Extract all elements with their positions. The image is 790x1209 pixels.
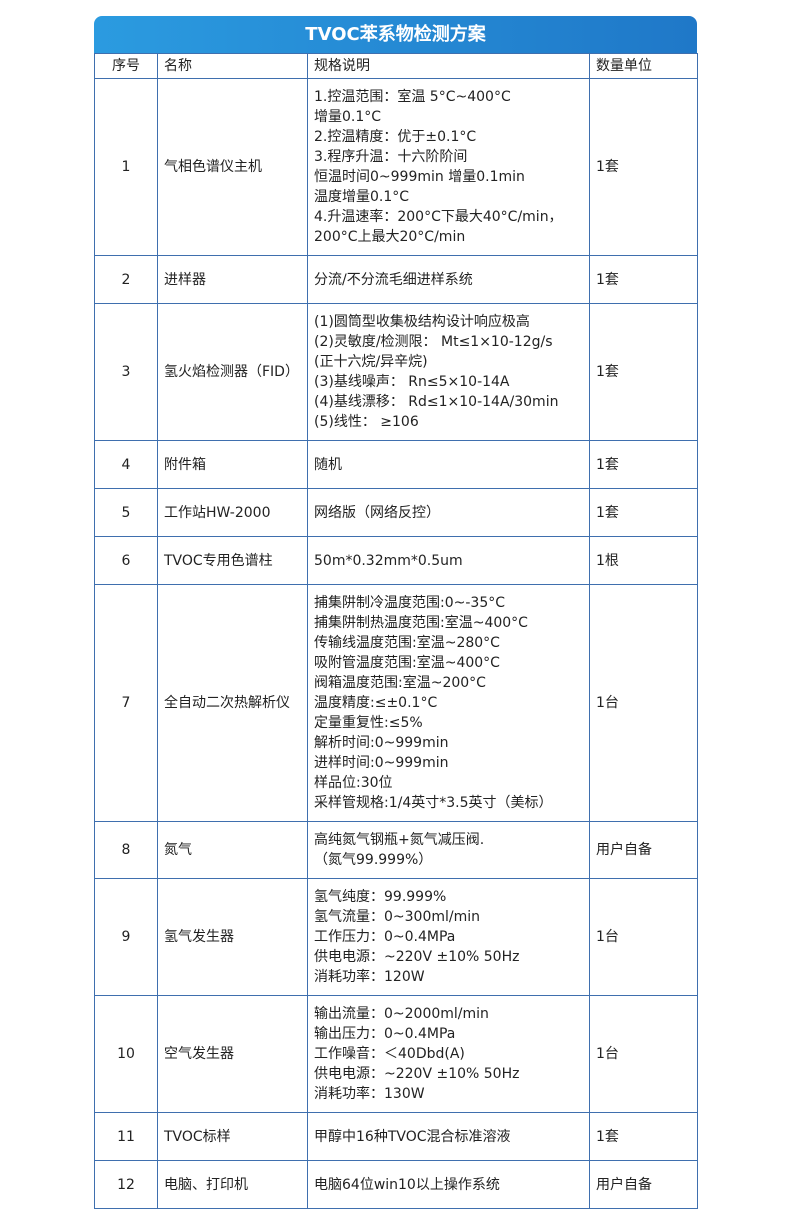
row-number: 3 bbox=[94, 303, 158, 441]
row-number: 12 bbox=[94, 1160, 158, 1209]
row-number: 9 bbox=[94, 878, 158, 996]
table-row: 7 全自动二次热解析仪 捕集阱制冷温度范围:0~-35°C 捕集阱制热温度范围:室温… bbox=[94, 584, 698, 822]
item-name: TVOC专用色谱柱 bbox=[157, 536, 308, 585]
item-name: 附件箱 bbox=[157, 440, 308, 489]
item-spec: (1)圆筒型收集极结构设计响应极高 (2)灵敏度/检测限： Mt≤1×10-12… bbox=[307, 303, 590, 441]
header-qty: 数量单位 bbox=[589, 53, 698, 79]
item-spec: 捕集阱制冷温度范围:0~-35°C 捕集阱制热温度范围:室温~400°C 传输线… bbox=[307, 584, 590, 822]
header-row: 序号 名称 规格说明 数量单位 bbox=[94, 53, 698, 79]
item-quantity: 用户自备 bbox=[589, 821, 698, 879]
item-name: 空气发生器 bbox=[157, 995, 308, 1113]
item-quantity: 1套 bbox=[589, 255, 698, 304]
row-number: 8 bbox=[94, 821, 158, 879]
item-spec: 分流/不分流毛细进样系统 bbox=[307, 255, 590, 304]
item-quantity: 1套 bbox=[589, 78, 698, 256]
table-row: 11 TVOC标样 甲醇中16种TVOC混合标准溶液 1套 bbox=[94, 1112, 698, 1161]
plan-table: 序号 名称 规格说明 数量单位 1 气相色谱仪主机 1.控温范围：室温 5°C~40… bbox=[94, 53, 698, 1209]
item-name: TVOC标样 bbox=[157, 1112, 308, 1161]
row-number: 1 bbox=[94, 78, 158, 256]
item-spec: 网络版（网络反控） bbox=[307, 488, 590, 537]
item-quantity: 用户自备 bbox=[589, 1160, 698, 1209]
plan-table-container: TVOC苯系物检测方案 序号 名称 规格说明 数量单位 1 气相色谱仪主机 1.控温… bbox=[94, 16, 698, 1209]
table-row: 3 氢火焰检测器（FID） (1)圆筒型收集极结构设计响应极高 (2)灵敏度/检测限… bbox=[94, 303, 698, 441]
table-row: 9 氢气发生器 氢气纯度：99.999% 氢气流量：0~300ml/min 工作压力… bbox=[94, 878, 698, 996]
table-title: TVOC苯系物检测方案 bbox=[94, 16, 697, 53]
row-number: 7 bbox=[94, 584, 158, 822]
item-quantity: 1台 bbox=[589, 995, 698, 1113]
item-name: 全自动二次热解析仪 bbox=[157, 584, 308, 822]
item-spec: 50m*0.32mm*0.5um bbox=[307, 536, 590, 585]
row-number: 5 bbox=[94, 488, 158, 537]
item-spec: 甲醇中16种TVOC混合标准溶液 bbox=[307, 1112, 590, 1161]
table-row: 6 TVOC专用色谱柱 50m*0.32mm*0.5um 1根 bbox=[94, 536, 698, 585]
table-row: 1 气相色谱仪主机 1.控温范围：室温 5°C~400°C 增量0.1°C 2.控温… bbox=[94, 78, 698, 256]
item-quantity: 1套 bbox=[589, 440, 698, 489]
row-number: 6 bbox=[94, 536, 158, 585]
item-spec: 电脑64位win10以上操作系统 bbox=[307, 1160, 590, 1209]
item-spec: 氢气纯度：99.999% 氢气流量：0~300ml/min 工作压力：0~0.4… bbox=[307, 878, 590, 996]
header-no: 序号 bbox=[94, 53, 158, 79]
row-number: 4 bbox=[94, 440, 158, 489]
table-row: 4 附件箱 随机 1套 bbox=[94, 440, 698, 489]
table-row: 8 氮气 高纯氮气钢瓶+氮气减压阀. （氮气99.999%） 用户自备 bbox=[94, 821, 698, 879]
header-name: 名称 bbox=[157, 53, 308, 79]
row-number: 2 bbox=[94, 255, 158, 304]
table-row: 2 进样器 分流/不分流毛细进样系统 1套 bbox=[94, 255, 698, 304]
item-quantity: 1台 bbox=[589, 878, 698, 996]
item-quantity: 1根 bbox=[589, 536, 698, 585]
item-name: 气相色谱仪主机 bbox=[157, 78, 308, 256]
item-spec: 高纯氮气钢瓶+氮气减压阀. （氮气99.999%） bbox=[307, 821, 590, 879]
item-name: 工作站HW-2000 bbox=[157, 488, 308, 537]
item-quantity: 1套 bbox=[589, 303, 698, 441]
row-number: 10 bbox=[94, 995, 158, 1113]
header-spec: 规格说明 bbox=[307, 53, 590, 79]
item-spec: 输出流量：0~2000ml/min 输出压力：0~0.4MPa 工作噪音：＜40… bbox=[307, 995, 590, 1113]
item-quantity: 1套 bbox=[589, 1112, 698, 1161]
item-name: 进样器 bbox=[157, 255, 308, 304]
table-row: 12 电脑、打印机 电脑64位win10以上操作系统 用户自备 bbox=[94, 1160, 698, 1209]
table-row: 5 工作站HW-2000 网络版（网络反控） 1套 bbox=[94, 488, 698, 537]
item-quantity: 1套 bbox=[589, 488, 698, 537]
row-number: 11 bbox=[94, 1112, 158, 1161]
table-row: 10 空气发生器 输出流量：0~2000ml/min 输出压力：0~0.4MPa 工… bbox=[94, 995, 698, 1113]
item-spec: 1.控温范围：室温 5°C~400°C 增量0.1°C 2.控温精度：优于±0.… bbox=[307, 78, 590, 256]
item-name: 氢火焰检测器（FID） bbox=[157, 303, 308, 441]
item-name: 电脑、打印机 bbox=[157, 1160, 308, 1209]
item-quantity: 1台 bbox=[589, 584, 698, 822]
item-name: 氮气 bbox=[157, 821, 308, 879]
item-name: 氢气发生器 bbox=[157, 878, 308, 996]
item-spec: 随机 bbox=[307, 440, 590, 489]
